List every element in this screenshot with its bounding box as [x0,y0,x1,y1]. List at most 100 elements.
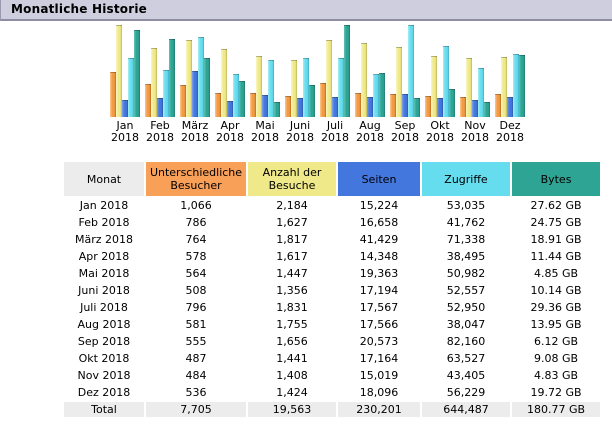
cell-anzahl-der-besuche: 1,356 [248,283,336,298]
bar-hits-jan-2018 [128,58,134,117]
cell-anzahl-der-besuche: 1,656 [248,334,336,349]
cell-unterschiedliche-besucher: 564 [146,266,246,281]
bar-visitors-dez-2018 [495,94,501,117]
bar-visitors-jan-2018 [110,72,116,117]
bar-bytes-okt-2018 [449,89,455,117]
month-label: Dez [499,119,521,132]
bar-pages-sep-2018 [402,94,408,117]
year-label: 2018 [146,131,174,144]
table-row-juli-2018: Juli 2018 796 1,831 17,567 52,950 29.36 GB [64,300,600,315]
column-header-seiten: Seiten [338,162,420,196]
bars-mai-2018 [250,25,280,117]
cell-anzahl-der-besuche: 2,184 [248,198,336,213]
bars-sep-2018 [390,25,420,117]
bars-dez-2018 [495,25,525,117]
monthly-history-chart: Jan 2018 Feb 2018 März 2018 Apr 2018 Mai 2018 Juni… [110,25,612,144]
cell-unterschiedliche-besucher: 796 [146,300,246,315]
cell-zugriffe: 53,035 [422,198,510,213]
bar-bytes-feb-2018 [169,39,175,117]
bar-bytes-juni-2018 [309,85,315,117]
x-axis-label-okt-2018: Okt 2018 [425,120,455,144]
bar-hits-juni-2018 [303,58,309,117]
chart-group-okt-2018: Okt 2018 [425,25,455,144]
row-label: Apr 2018 [64,249,144,264]
bars-juni-2018 [285,25,315,117]
cell-bytes: 180.77 GB [512,402,600,417]
x-axis-label-m-rz-2018: März 2018 [180,120,210,144]
table-row-nov-2018: Nov 2018 484 1,408 15,019 43,405 4.83 GB [64,368,600,383]
month-label: Jan [116,119,134,132]
monthly-history-table: Monat Unterschiedliche Besucher Anzahl der… [62,160,602,419]
cell-unterschiedliche-besucher: 536 [146,385,246,400]
x-axis-label-feb-2018: Feb 2018 [145,120,175,144]
year-label: 2018 [286,131,314,144]
bar-pages-juni-2018 [297,98,303,117]
cell-bytes: 13.95 GB [512,317,600,332]
column-header-bytes: Bytes [512,162,600,196]
chart-group-juni-2018: Juni 2018 [285,25,315,144]
cell-seiten: 16,658 [338,215,420,230]
bar-visitors-juni-2018 [285,96,291,117]
cell-bytes: 19.72 GB [512,385,600,400]
bars-okt-2018 [425,25,455,117]
cell-zugriffe: 43,405 [422,368,510,383]
bar-pages-dez-2018 [507,97,513,117]
table-row-mai-2018: Mai 2018 564 1,447 19,363 50,982 4.85 GB [64,266,600,281]
year-label: 2018 [181,131,209,144]
x-axis-label-apr-2018: Apr 2018 [215,120,245,144]
bar-visits-apr-2018 [221,49,227,117]
cell-seiten: 18,096 [338,385,420,400]
cell-anzahl-der-besuche: 1,441 [248,351,336,366]
month-label: März [181,119,209,132]
cell-bytes: 29.36 GB [512,300,600,315]
year-label: 2018 [251,131,279,144]
table-row-jan-2018: Jan 2018 1,066 2,184 15,224 53,035 27.62 GB [64,198,600,213]
chart-group-sep-2018: Sep 2018 [390,25,420,144]
bar-visits-mai-2018 [256,56,262,117]
bars-m-rz-2018 [180,25,210,117]
bar-hits-sep-2018 [408,25,414,117]
cell-bytes: 10.14 GB [512,283,600,298]
year-label: 2018 [111,131,139,144]
bar-hits-dez-2018 [513,54,519,117]
bar-visits-dez-2018 [501,57,507,117]
bar-visitors-m-rz-2018 [180,85,186,117]
row-label: Aug 2018 [64,317,144,332]
row-label: März 2018 [64,232,144,247]
chart-group-nov-2018: Nov 2018 [460,25,490,144]
table-header-row: Monat Unterschiedliche Besucher Anzahl der… [64,162,600,196]
chart-group-m-rz-2018: März 2018 [180,25,210,144]
bar-bytes-mai-2018 [274,102,280,117]
cell-anzahl-der-besuche: 1,408 [248,368,336,383]
bar-visits-juli-2018 [326,40,332,117]
bars-feb-2018 [145,25,175,117]
bar-hits-feb-2018 [163,70,169,117]
bar-visits-jan-2018 [116,25,122,117]
table-row-juni-2018: Juni 2018 508 1,356 17,194 52,557 10.14 GB [64,283,600,298]
x-axis-label-sep-2018: Sep 2018 [390,120,420,144]
column-header-unterschiedliche-besucher: Unterschiedliche Besucher [146,162,246,196]
page-title: Monatliche Historie [11,2,148,16]
bar-visits-m-rz-2018 [186,40,192,117]
cell-anzahl-der-besuche: 1,447 [248,266,336,281]
cell-unterschiedliche-besucher: 786 [146,215,246,230]
chart-group-mai-2018: Mai 2018 [250,25,280,144]
cell-zugriffe: 71,338 [422,232,510,247]
cell-unterschiedliche-besucher: 487 [146,351,246,366]
bar-pages-juli-2018 [332,97,338,117]
month-label: Mai [255,119,275,132]
month-label: Sep [394,119,416,132]
cell-zugriffe: 41,762 [422,215,510,230]
bar-visits-okt-2018 [431,56,437,117]
cell-anzahl-der-besuche: 1,424 [248,385,336,400]
bar-visits-nov-2018 [466,58,472,117]
column-header-monat: Monat [64,162,144,196]
year-label: 2018 [321,131,349,144]
year-label: 2018 [216,131,244,144]
bar-visitors-feb-2018 [145,84,151,117]
cell-seiten: 17,566 [338,317,420,332]
bar-visits-sep-2018 [396,47,402,117]
cell-anzahl-der-besuche: 1,627 [248,215,336,230]
bar-bytes-juli-2018 [344,25,350,117]
chart-bars-area: Jan 2018 Feb 2018 März 2018 Apr 2018 Mai 2018 Juni… [110,25,612,144]
